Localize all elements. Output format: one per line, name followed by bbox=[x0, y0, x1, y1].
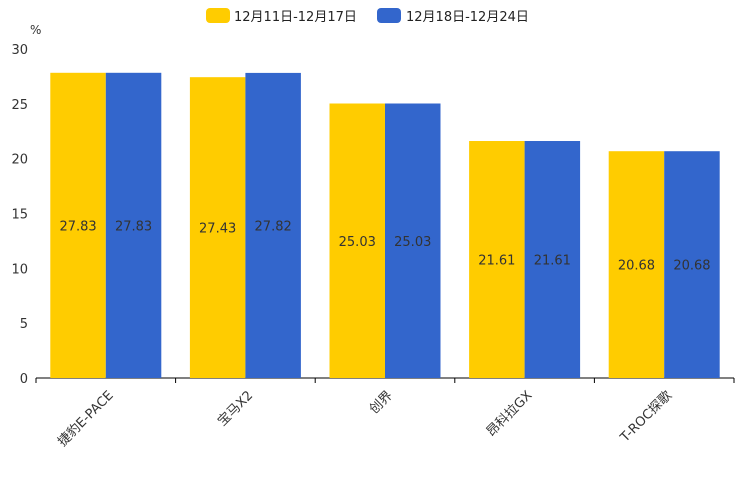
legend-swatch-1[interactable] bbox=[206, 8, 230, 23]
y-tick-label-1: 5 bbox=[20, 317, 28, 332]
y-tick-label-0: 0 bbox=[20, 372, 28, 387]
data-label-2-5: 20.68 bbox=[673, 259, 710, 274]
data-labels: 27.83 27.83 27.43 27.82 25.03 25.03 21.61 21.61… bbox=[59, 219, 710, 273]
data-label-2-3: 25.03 bbox=[394, 235, 431, 250]
x-tick-label-3: 创界 bbox=[367, 388, 396, 417]
bar-1-2[interactable] bbox=[189, 77, 246, 379]
data-label-2-2: 27.82 bbox=[255, 219, 292, 234]
y-axis-unit-label: % bbox=[30, 23, 41, 37]
legend-swatch-2[interactable] bbox=[377, 8, 401, 23]
bar-1-4[interactable] bbox=[469, 141, 525, 378]
bar-2-3[interactable] bbox=[385, 103, 441, 378]
bar-1-3[interactable] bbox=[329, 103, 386, 378]
x-tick-label-2: 宝马X2 bbox=[215, 388, 256, 429]
bar-1-5[interactable] bbox=[608, 151, 665, 378]
legend-label-1[interactable]: 12月11日-12月17日 bbox=[234, 10, 357, 25]
data-label-1-5: 20.68 bbox=[618, 259, 655, 274]
data-label-1-1: 27.83 bbox=[59, 219, 96, 234]
x-tick-label-1: 捷豹E-PACE bbox=[55, 388, 116, 449]
legend: 12月11日-12月17日 12月18日-12月24日 bbox=[206, 8, 529, 25]
legend-label-2[interactable]: 12月18日-12月24日 bbox=[406, 10, 529, 25]
y-tick-label-6: 30 bbox=[11, 43, 28, 58]
data-label-1-4: 21.61 bbox=[478, 254, 515, 269]
y-tick-label-4: 20 bbox=[11, 153, 28, 168]
data-label-1-2: 27.43 bbox=[199, 222, 236, 237]
x-tick-label-5: T-ROC探歌 bbox=[617, 388, 675, 446]
bar-2-4[interactable] bbox=[524, 141, 581, 378]
data-label-2-1: 27.83 bbox=[115, 219, 152, 234]
bar-2-5[interactable] bbox=[664, 151, 720, 378]
x-tick-label-4: 昂科拉GX bbox=[484, 388, 536, 440]
bar-1-1[interactable] bbox=[50, 72, 106, 378]
bar-2-1[interactable] bbox=[105, 72, 162, 378]
y-tick-label-2: 10 bbox=[11, 262, 28, 277]
data-label-2-4: 21.61 bbox=[534, 254, 571, 269]
bar-2-2[interactable] bbox=[245, 72, 301, 378]
y-tick-label-3: 15 bbox=[11, 208, 28, 223]
data-label-1-3: 25.03 bbox=[339, 235, 376, 250]
bars bbox=[50, 72, 720, 379]
y-tick-label-5: 25 bbox=[11, 98, 28, 113]
